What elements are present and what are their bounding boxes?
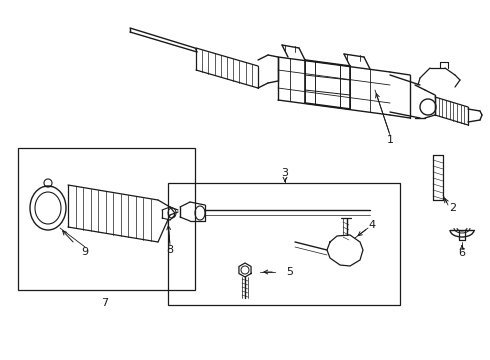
- Text: 1: 1: [387, 135, 393, 145]
- Text: 9: 9: [81, 247, 89, 257]
- Text: 4: 4: [368, 220, 375, 230]
- Text: 6: 6: [459, 248, 466, 258]
- Text: 7: 7: [101, 298, 109, 308]
- Text: 5: 5: [287, 267, 294, 277]
- Text: 8: 8: [167, 245, 173, 255]
- Bar: [18, 148, 195, 290]
- Text: 3: 3: [281, 168, 289, 178]
- Text: 2: 2: [449, 203, 457, 213]
- Bar: [168, 183, 400, 305]
